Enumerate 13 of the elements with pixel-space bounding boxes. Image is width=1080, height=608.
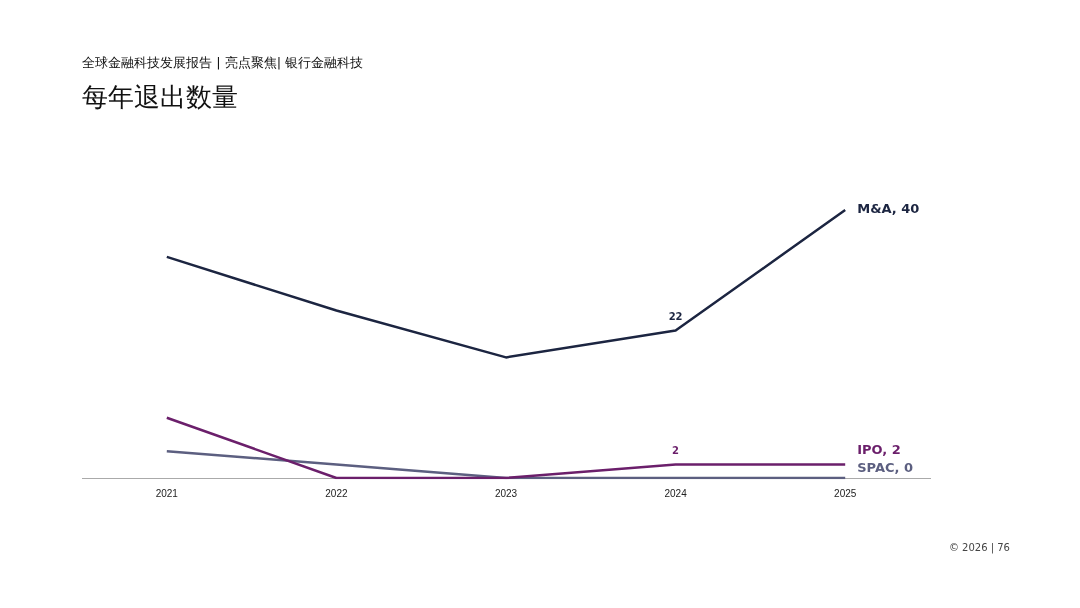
chart-subtitle: 全球金融科技发展报告 | 亮点聚焦| 银行金融科技: [82, 54, 364, 72]
text: SPAC, 0: [857, 460, 914, 476]
text: IPO, 2: [857, 441, 901, 457]
x-tick-label: 2023: [494, 487, 518, 499]
text: © 2026 | 76: [948, 542, 1010, 553]
data-label: 22: [668, 311, 683, 323]
chart-title: 每年退出数量: [82, 81, 238, 114]
x-tick-label: 2022: [325, 487, 348, 499]
x-tick-label: 2021: [155, 487, 179, 499]
data-label: 2: [672, 445, 680, 457]
text: M&A, 40: [857, 201, 920, 217]
x-tick-label: 2025: [834, 487, 857, 499]
x-tick-label: 2024: [664, 487, 688, 499]
